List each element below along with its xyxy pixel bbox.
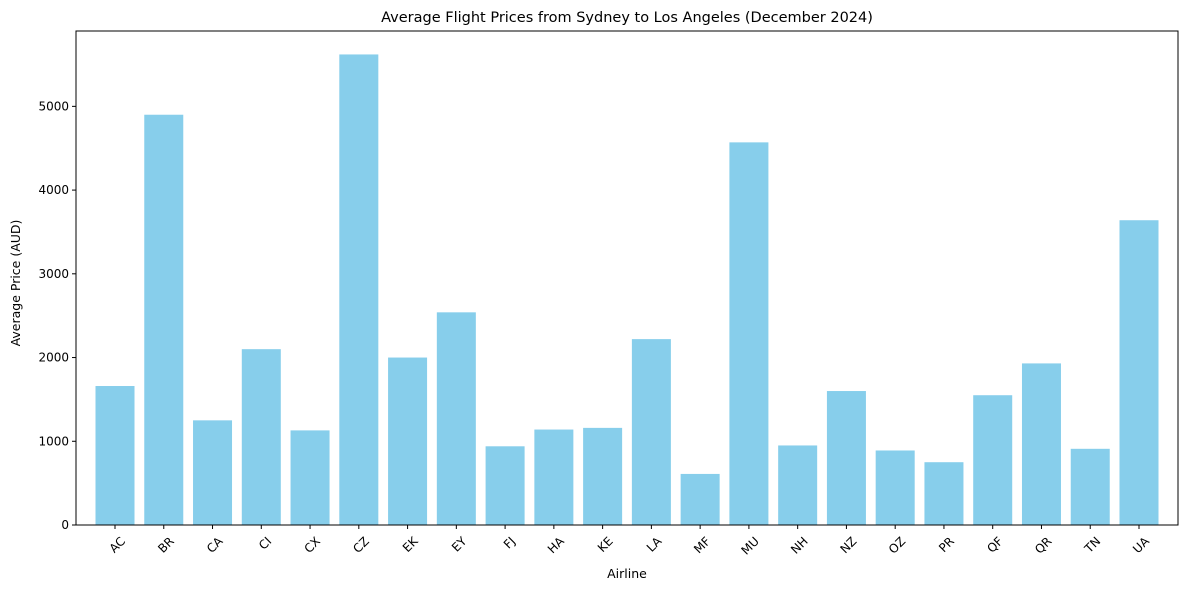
x-tick-label: CZ [350, 534, 372, 556]
plot-frame [75, 30, 1179, 526]
x-tick-label: EK [400, 533, 422, 555]
y-tick-label: 4000 [38, 183, 69, 197]
y-tick-label: 1000 [38, 434, 69, 448]
bar-ca [193, 420, 233, 525]
x-tick-label: QF [984, 534, 1006, 556]
bar-pr [924, 462, 964, 525]
x-tick-label: EY [449, 534, 470, 555]
bar-ac [95, 386, 135, 525]
x-tick-label: TN [1081, 534, 1103, 556]
x-tick-label: MU [739, 534, 762, 557]
y-tick-label: 3000 [38, 267, 69, 281]
bar-oz [875, 450, 915, 525]
bar-ha [534, 429, 574, 525]
bar-tn [1070, 448, 1110, 525]
y-axis-label: Average Price (AUD) [8, 220, 23, 347]
y-tick-label: 2000 [38, 351, 69, 365]
bar-ey [436, 312, 476, 525]
x-tick-label: PR [936, 534, 957, 555]
bar-la [631, 339, 671, 525]
x-tick-label: OZ [886, 534, 908, 556]
bar-mu [729, 142, 769, 526]
y-tick-label: 0 [61, 518, 69, 532]
bar-cz [339, 54, 379, 526]
x-tick-label: LA [644, 534, 665, 555]
x-tick-label: BR [155, 534, 177, 556]
bar-qf [973, 395, 1013, 525]
x-axis-ticks: AC BR CA CI CX CZ EK EY FJ HA KE LA MF MU NH NZ OZ PR QF QR… [107, 525, 1153, 558]
bar-nz [826, 391, 866, 525]
bar-mf [680, 473, 720, 525]
x-axis-label: Airline [607, 566, 647, 581]
bar-fj [485, 446, 525, 525]
bar-ua [1119, 220, 1159, 525]
x-tick-label: FJ [501, 534, 518, 551]
x-tick-label: KE [595, 534, 616, 555]
bar-qr [1021, 363, 1061, 525]
bar-nh [778, 445, 818, 525]
bar-ci [241, 349, 281, 525]
x-tick-label: AC [107, 534, 128, 555]
x-tick-label: MF [691, 534, 713, 556]
x-tick-label: HA [545, 534, 568, 557]
bar-cx [290, 430, 330, 525]
y-axis-ticks: 0 1000 2000 3000 4000 5000 [38, 99, 76, 532]
bar-ke [583, 427, 623, 525]
x-tick-label: CI [256, 534, 274, 552]
x-tick-label: CX [301, 534, 323, 556]
y-tick-label: 5000 [38, 99, 69, 113]
x-tick-label: CA [204, 534, 226, 556]
x-tick-label: UA [1130, 534, 1152, 556]
x-tick-label: NZ [837, 534, 859, 556]
bar-ek [388, 357, 428, 525]
bars-group [95, 54, 1159, 526]
chart-title: Average Flight Prices from Sydney to Los… [381, 10, 873, 26]
x-tick-label: NH [788, 534, 811, 557]
x-tick-label: QR [1032, 534, 1054, 556]
bar-br [144, 114, 184, 525]
